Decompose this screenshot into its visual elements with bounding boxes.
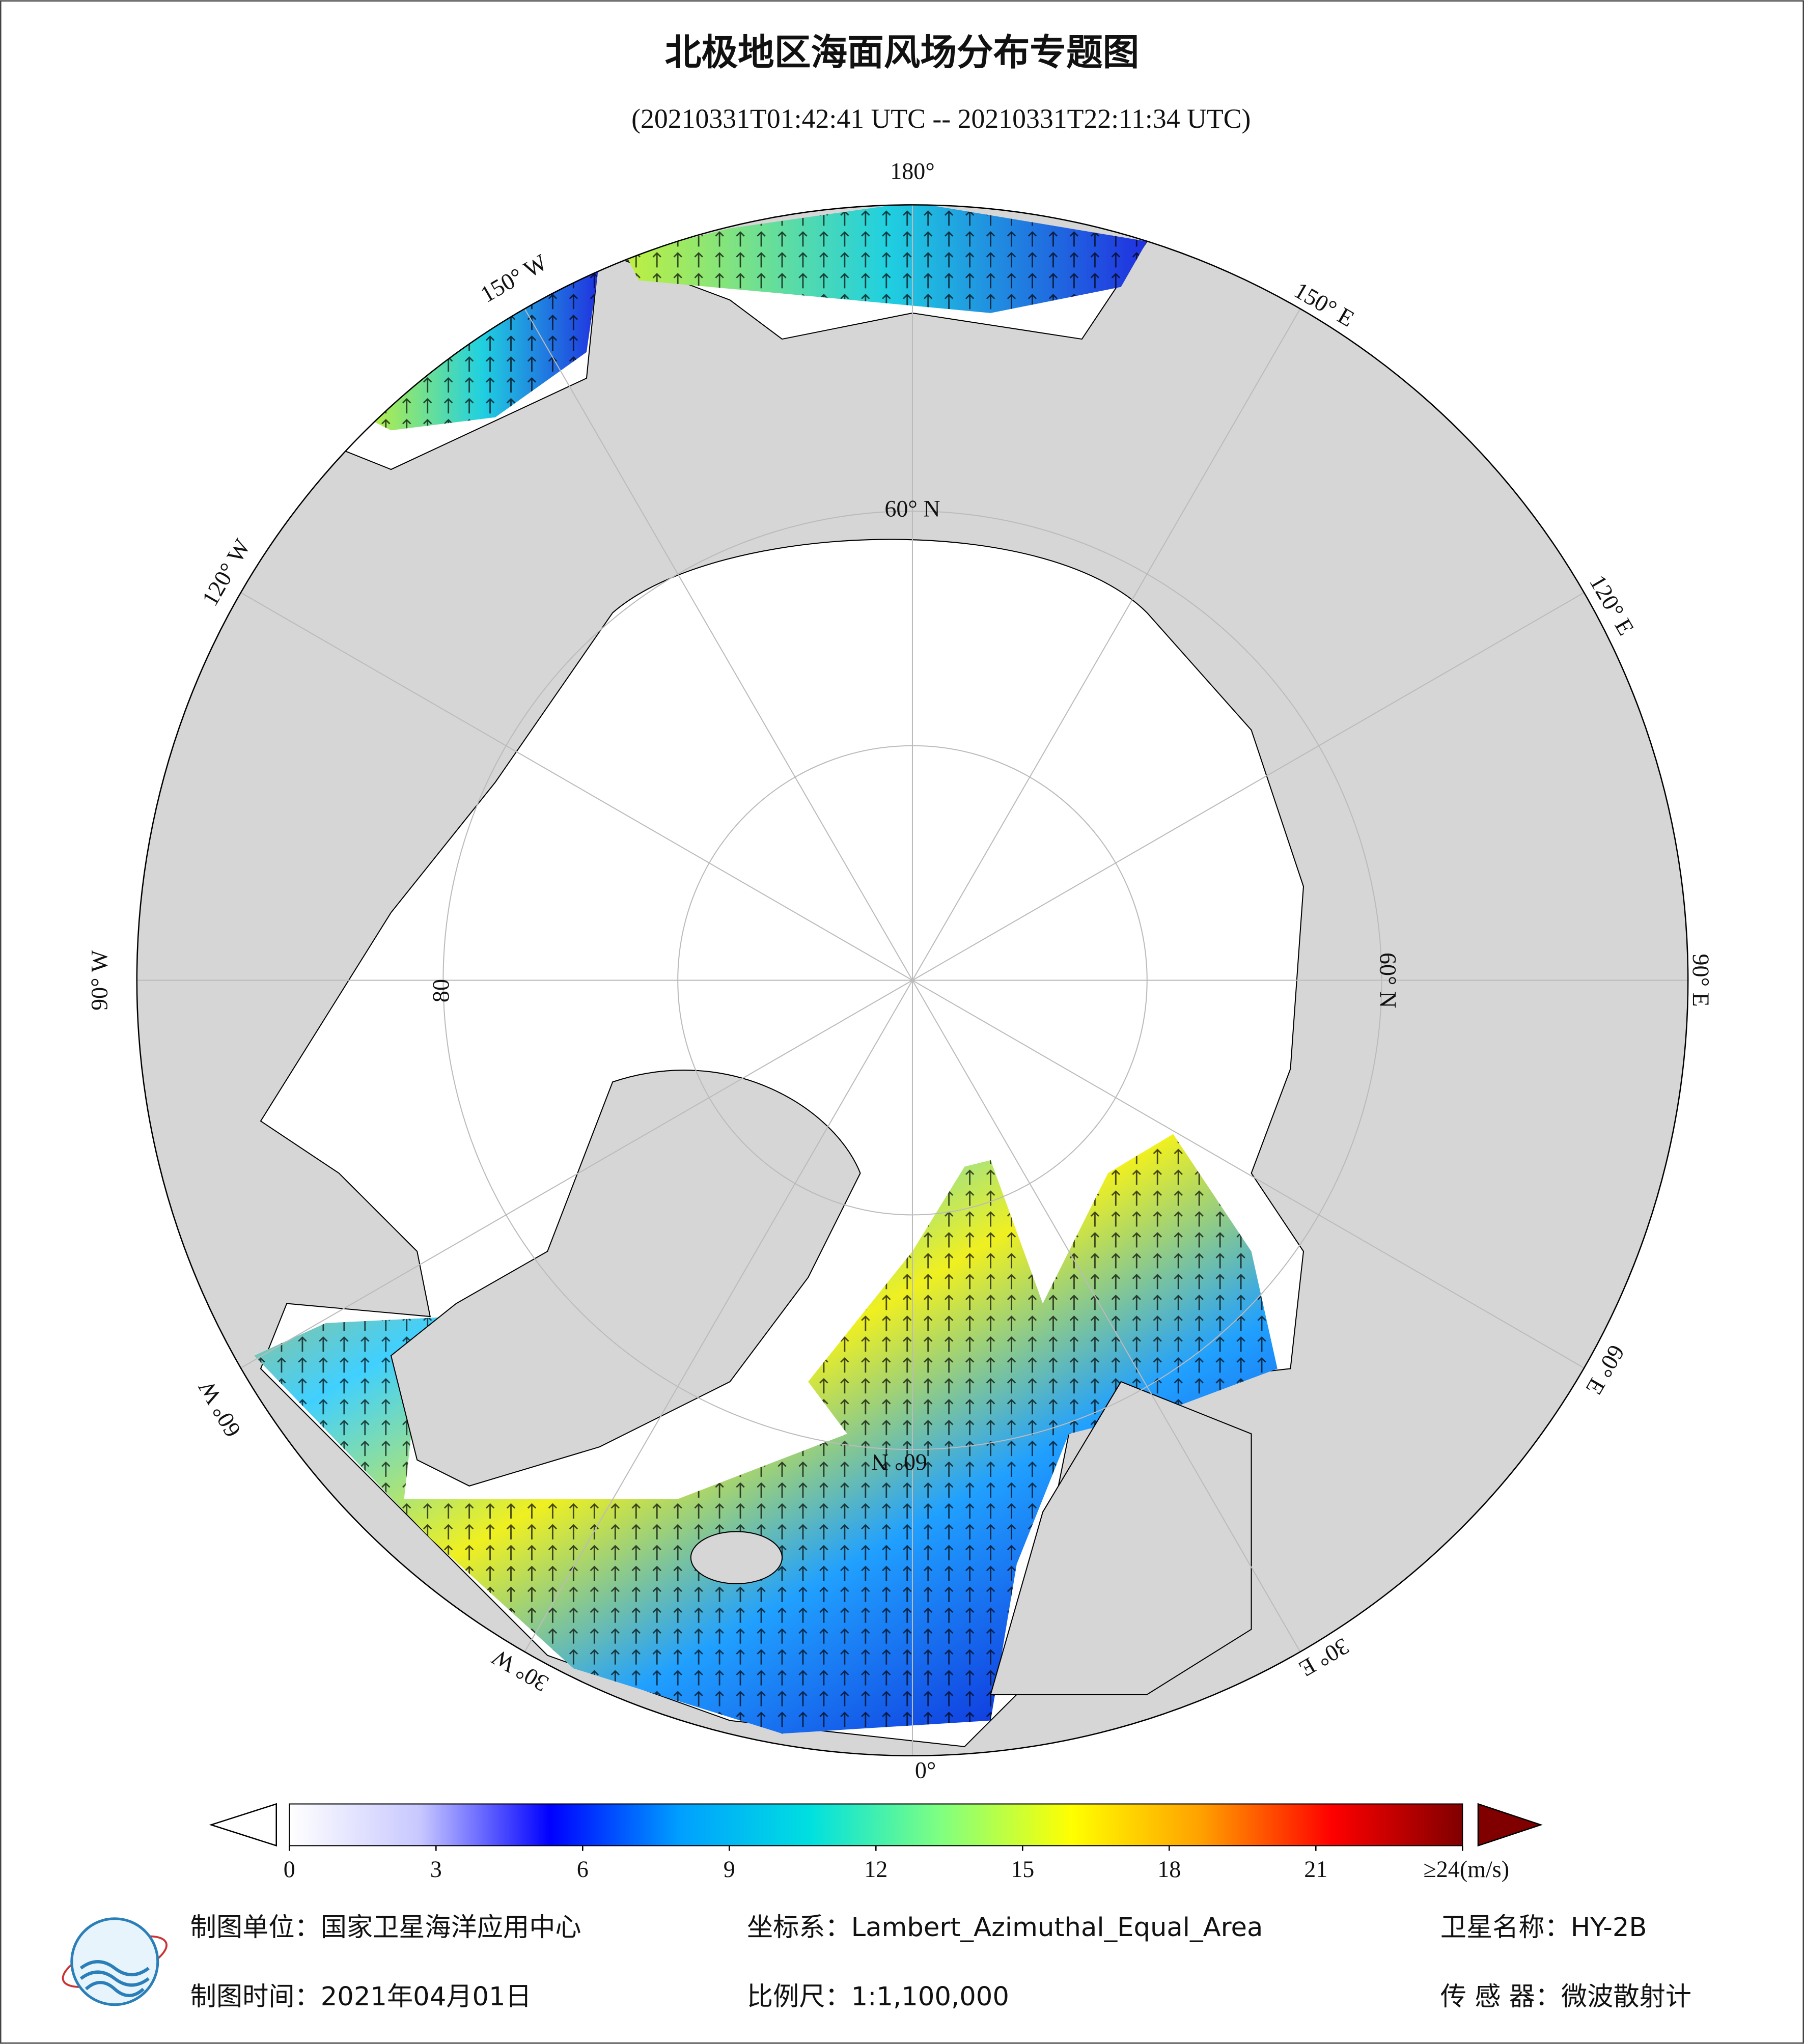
lon-label: 0°	[915, 1757, 936, 1783]
colorbar-under	[209, 1803, 277, 1847]
title: 北极地区海面风场分布专题图	[665, 31, 1140, 74]
footer-scale: 比例尺：1:1,100,000	[747, 1981, 1009, 2012]
greenland	[390, 1070, 861, 1487]
lon-label: 60° W	[193, 1376, 246, 1442]
colorbar-tick-label: 18	[1157, 1856, 1181, 1882]
lon-label: 90° E	[1688, 954, 1714, 1007]
subtitle: (20210331T01:42:41 UTC -- 20210331T22:11…	[631, 103, 1251, 134]
iceland	[690, 1531, 783, 1584]
meridian	[912, 980, 1301, 1653]
footer-unit: 制图单位：国家卫星海洋应用中心	[190, 1912, 581, 1943]
colorbar-tick-label: ≥24(m/s)	[1423, 1856, 1509, 1882]
colorbar-gradient	[289, 1803, 1463, 1846]
map-border	[136, 204, 1689, 1757]
wind-arrows	[254, 205, 1278, 1734]
lat-label: 80	[428, 979, 454, 1002]
meridian	[240, 592, 913, 981]
lat-label: 60° N	[1375, 953, 1401, 1008]
footer-crs: 坐标系：Lambert_Azimuthal_Equal_Area	[747, 1912, 1263, 1943]
scandinavia	[990, 1381, 1252, 1695]
colorbar-tick-label: 0	[284, 1856, 295, 1882]
meridian	[912, 308, 1301, 981]
colorbar-tick-label: 12	[864, 1856, 887, 1882]
colorbar-over	[1477, 1803, 1543, 1847]
meridian	[524, 980, 913, 1653]
lat-label: 60° N	[884, 496, 940, 522]
map	[136, 205, 1688, 1756]
footer-date: 制图时间：2021年04月01日	[190, 1981, 532, 2012]
lon-label: 150° W	[476, 249, 552, 307]
colorbar-tick-label: 9	[724, 1856, 735, 1882]
lon-label: 180°	[890, 158, 935, 184]
colorbar: 0 3 6 9 12 15 18 21 ≥24(m/s)	[209, 1803, 1543, 1882]
meridian	[240, 979, 913, 1369]
lon-label: 90° W	[86, 950, 112, 1011]
meridian	[912, 979, 1585, 1369]
footer-sensor: 传 感 器：微波散射计	[1440, 1981, 1691, 2012]
colorbar-tick-label: 3	[430, 1856, 442, 1882]
meridian	[912, 592, 1585, 981]
colorbar-tick-label: 21	[1304, 1856, 1327, 1882]
footer-satellite: 卫星名称：HY-2B	[1440, 1912, 1647, 1943]
lat-label: 60° N	[872, 1449, 927, 1475]
colorbar-tick-label: 6	[577, 1856, 589, 1882]
graticule	[136, 205, 1688, 1756]
colorbar-tick-label: 15	[1011, 1856, 1034, 1882]
logo	[62, 1917, 168, 2006]
meridian	[524, 308, 913, 981]
